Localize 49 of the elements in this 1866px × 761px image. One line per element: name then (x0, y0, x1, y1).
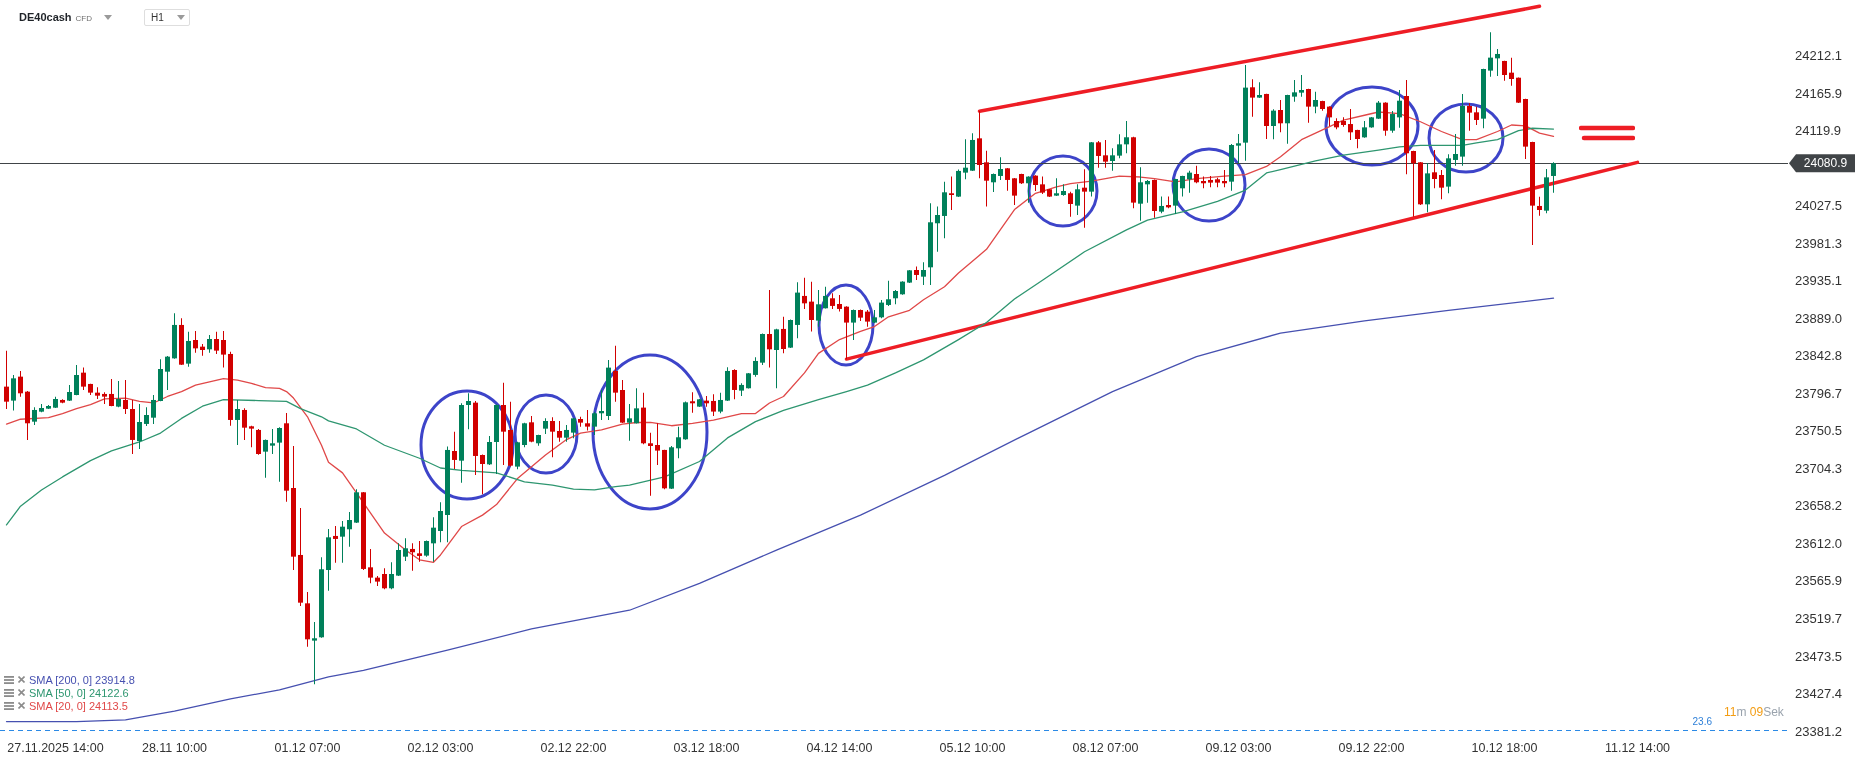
y-tick-label: 23750.5 (1795, 423, 1842, 439)
y-tick-label: 23612.0 (1795, 535, 1842, 551)
y-tick-label: 23796.7 (1795, 385, 1842, 401)
y-tick-label: 23565.9 (1795, 573, 1842, 589)
x-tick-label: 01.12 07:00 (274, 740, 341, 755)
candlestick (949, 176, 954, 210)
x-tick-label: 05.12 10:00 (939, 740, 1006, 755)
y-tick-label: 24212.1 (1795, 48, 1842, 64)
candlestick (599, 389, 604, 420)
x-tick-label: 28.11 10:00 (141, 740, 208, 755)
candlestick (690, 392, 695, 413)
y-tick-label: 24119.9 (1795, 123, 1842, 139)
annotation: H1 (151, 12, 164, 23)
text: SMA [200, 0] 23914.8 (29, 673, 135, 686)
x-tick-label: 10.12 18:00 (1471, 740, 1538, 755)
candlestick (1082, 169, 1087, 228)
annotation: 23.6 (1692, 716, 1713, 728)
x-tick-label: 09.12 03:00 (1205, 740, 1272, 755)
x-tick-label: 27.11.2025 14:00 (7, 740, 104, 755)
candlestick (1236, 133, 1241, 164)
x-tick-label: 09.12 22:00 (1338, 740, 1405, 755)
text: DE40cash (19, 11, 72, 23)
y-tick-label: 23381.2 (1795, 723, 1842, 739)
y-tick-label: 23658.2 (1795, 498, 1842, 514)
y-tick-label: 23427.4 (1795, 686, 1842, 702)
select-field: H1 (144, 9, 190, 26)
text: CFD (75, 14, 93, 23)
x-tick-label: 11.12 14:00 (1604, 740, 1671, 755)
ref-line-label: 24080.9 (1803, 156, 1848, 171)
candlestick (648, 432, 653, 496)
y-tick-label: 23981.3 (1795, 235, 1842, 251)
x-tick-label: 03.12 18:00 (673, 740, 740, 755)
annotation: 11m 09Sek (1724, 705, 1784, 719)
y-tick-label: 23842.8 (1795, 348, 1842, 364)
text: SMA [20, 0] 24113.5 (29, 699, 128, 712)
x-tick-label: 02.12 22:00 (540, 740, 607, 755)
y-tick-label: 24027.5 (1795, 198, 1842, 214)
x-tick-label: 04.12 14:00 (806, 740, 873, 755)
y-tick-label: 23704.3 (1795, 460, 1842, 476)
y-tick-label: 23473.5 (1795, 648, 1842, 664)
y-tick-label: 23519.7 (1795, 610, 1842, 626)
candlestick (333, 525, 338, 563)
x-tick-label: 08.12 07:00 (1072, 740, 1139, 755)
y-tick-label: 24165.9 (1795, 85, 1842, 101)
y-tick-label: 23889.0 (1795, 310, 1842, 326)
x-tick-label: 02.12 03:00 (407, 740, 474, 755)
y-tick-label: 23935.1 (1795, 273, 1842, 289)
text: SMA [50, 0] 24122.6 (29, 686, 129, 699)
candlestick (312, 621, 317, 685)
